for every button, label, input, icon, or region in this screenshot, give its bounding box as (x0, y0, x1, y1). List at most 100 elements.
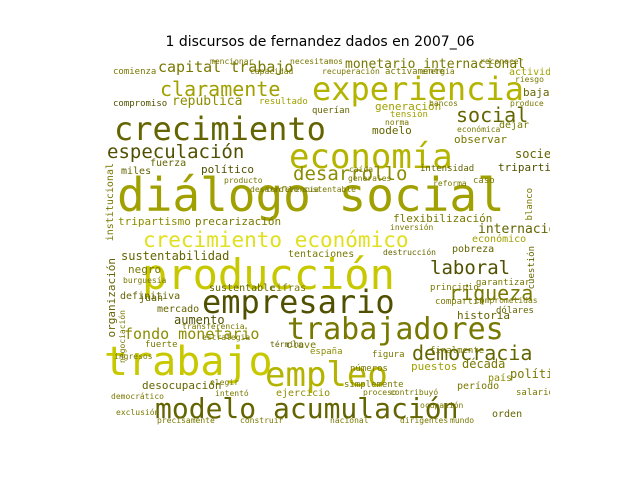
word-finalmente: finalmente (430, 346, 485, 356)
word-fuerza: fuerza (150, 158, 187, 169)
word-politica: política (510, 367, 550, 381)
word-baja: baja (523, 86, 550, 99)
word-trabajadores: trabajadores (287, 312, 504, 347)
word-precarizacion: precarización (195, 215, 282, 228)
word-desocupacion: desocupación (142, 379, 222, 392)
word-flexibilizacion: flexibilización (393, 212, 493, 225)
word-modelo-acumulacion: modelo acumulación (155, 392, 459, 425)
word-bancos: bancos (429, 99, 458, 108)
word-trabajo: trabajo (104, 339, 273, 385)
word-precisamente: precisamente (157, 416, 215, 425)
word-fuerte: fuerte (145, 340, 178, 350)
word-generales: generales (348, 174, 392, 183)
word-caso: caso (473, 176, 495, 186)
word-construir: construir (240, 416, 284, 425)
word-cloud: diálogo social producción trabajo empres… (100, 58, 550, 430)
word-social: social (456, 103, 529, 127)
word-economico: económico (472, 234, 527, 245)
word-clave: clave (286, 340, 317, 351)
word-tentaciones: tentaciones (288, 249, 355, 260)
word-ocupacion: ocupación (420, 401, 464, 410)
word-empleo: empleo (265, 355, 388, 395)
word-pais: país (488, 373, 513, 384)
word-intento: intentó (215, 389, 249, 398)
word-produce: produce (510, 99, 544, 108)
word-cuestion: cuestión (527, 246, 537, 290)
word-aumento: aumento (174, 313, 225, 327)
word-proceso: proceso (363, 388, 397, 397)
word-crecimiento: crecimiento (114, 110, 326, 148)
word-simplemente: simplemente (344, 380, 404, 390)
word-produccion: producción (142, 250, 395, 299)
word-decada: década (462, 357, 506, 371)
word-figura: figura (372, 350, 405, 360)
word-empresario: empresario (202, 283, 395, 321)
word-desarrollo: desarrollo (293, 163, 408, 185)
word-sustentabilidad: sustentabilidad (121, 249, 230, 263)
word-desarrollo-sustentable: desarrollo sustentable (250, 185, 356, 194)
word-crecimiento-economico: crecimiento económico (143, 228, 409, 252)
word-institucional: institucional (105, 163, 116, 242)
word-puestos: puestos (411, 360, 458, 373)
word-espana: españa (310, 347, 343, 357)
word-definitiva: definitiva (120, 291, 181, 302)
word-republica: república (172, 94, 243, 109)
word-resultado: resultado (259, 97, 308, 107)
word-termino: término (270, 340, 304, 349)
word-mundo: mundo (450, 416, 475, 425)
word-pobreza: pobreza (452, 244, 495, 255)
word-principio: principio (430, 283, 479, 293)
word-tension: tensión (390, 110, 428, 120)
word-activamente: activamente (385, 67, 445, 77)
word-generacion: generación (375, 100, 442, 113)
word-compartir: compartir (435, 297, 484, 307)
word-mercado: mercado (157, 304, 200, 315)
word-comprometidas: comprometidas (475, 296, 538, 305)
word-negro: negro (128, 263, 162, 276)
word-economica: económica (457, 125, 501, 134)
word-tripartismo: tripartismo (118, 215, 191, 228)
word-miles: miles (121, 166, 152, 177)
word-sociedad: sociedad (515, 147, 550, 161)
word-democracia: democracia (412, 341, 533, 365)
word-periodo: período (457, 381, 500, 392)
word-organizacion: organización (105, 258, 118, 338)
word-dolares: dólares (496, 306, 534, 316)
word-compromiso: compromiso (113, 99, 168, 109)
word-nacional: nacional (330, 416, 369, 425)
word-energia: energía (421, 67, 455, 76)
word-dejar: dejar (499, 120, 530, 131)
word-norma: norma (385, 118, 410, 127)
word-reforma: reforma (433, 179, 467, 188)
word-sustentable: sustentable (209, 283, 276, 294)
word-cifras: cifras (270, 283, 307, 294)
word-inversion: inversión (390, 223, 434, 232)
word-blanco: blanco (525, 188, 535, 221)
word-politico: político (201, 163, 254, 176)
word-querian: querían (312, 106, 350, 116)
word-modelo: modelo (372, 124, 412, 137)
word-capacidad: capacidad (250, 67, 294, 76)
word-dirigentes: dirigentes (400, 416, 449, 425)
word-exclusion: exclusión (116, 408, 160, 417)
word-salario: salario (516, 388, 550, 398)
word-democratico: democrático (111, 392, 164, 401)
word-ingresos: ingresos (114, 352, 153, 361)
word-intensidad: intensidad (420, 164, 475, 174)
word-experiencia: experiencia (312, 70, 524, 108)
word-recuperacion: recuperación (322, 67, 380, 76)
word-garantizar: garantizar (476, 278, 531, 288)
word-observar: observar (454, 133, 507, 146)
word-dialogo-social: diálogo social (117, 168, 505, 222)
word-elegir: elegir (210, 378, 239, 387)
word-caida: caída (349, 165, 374, 174)
word-reconocer: reconocer (480, 58, 524, 66)
word-internacional: internacional (478, 222, 550, 237)
word-destruccion: destrucción (383, 248, 436, 257)
word-producto: producto (224, 176, 263, 185)
word-burguesia: burguesía (123, 276, 167, 285)
word-historia: historia (457, 309, 510, 322)
word-ejercicio: ejercicio (276, 388, 331, 399)
word-laboral: laboral (430, 257, 511, 279)
